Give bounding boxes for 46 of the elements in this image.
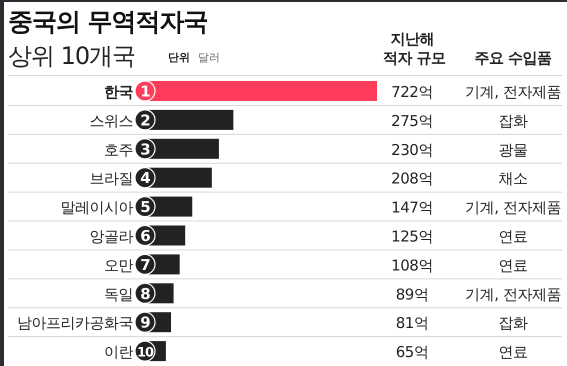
annotation: 2 — [140, 111, 150, 130]
annotation: 4 — [140, 169, 150, 188]
text: 연료 — [498, 256, 528, 274]
text: 주요 수입품 — [474, 49, 552, 67]
annotation: 7 — [140, 256, 150, 274]
text: 연료 — [498, 228, 528, 246]
annotation: 3 — [140, 140, 150, 158]
data-label: 81억 — [396, 314, 428, 332]
y-tick-label: 스위스 — [90, 112, 133, 130]
data-label: 275억 — [391, 112, 433, 130]
y-tick-label: 말레이시아 — [60, 198, 134, 217]
y-tick-label: 독일 — [104, 285, 133, 304]
text: 연료 — [498, 343, 528, 362]
data-label: 125억 — [391, 228, 433, 246]
data-label: 108억 — [391, 256, 433, 274]
annotation: 9 — [140, 314, 150, 332]
data-label: 722억 — [391, 83, 433, 101]
annotation: 1 — [140, 82, 150, 100]
text: 채소 — [498, 170, 528, 188]
text: 기계, 전자제품 — [465, 198, 561, 217]
data-label: 230억 — [391, 140, 433, 159]
data-label: 208억 — [391, 170, 433, 188]
text: 잡화 — [498, 112, 528, 130]
text: 지난해 적자 규모 — [378, 30, 446, 67]
text: 기계, 전자제품 — [465, 285, 561, 304]
annotation: 10 — [136, 346, 154, 361]
y-tick-label: 한국 — [104, 83, 134, 101]
y-tick-label: 브라질 — [90, 170, 133, 188]
y-tick-label: 호주 — [104, 140, 133, 159]
annotation: 6 — [140, 227, 150, 245]
text: 단위 — [168, 51, 190, 64]
y-tick-label: 남아프리카공화국 — [17, 314, 133, 332]
text: 잡화 — [498, 314, 528, 332]
data-label: 147억 — [391, 198, 433, 217]
chart-subtitle: 상위 10개국 — [8, 42, 136, 70]
annotation: 8 — [140, 284, 150, 303]
text: 달러 — [198, 51, 220, 64]
y-tick-label: 이란 — [104, 343, 134, 362]
data-label: 65억 — [396, 343, 428, 362]
data-label: 89억 — [396, 285, 428, 304]
text: 광물 — [498, 140, 528, 159]
y-tick-label: 오만 — [104, 256, 134, 274]
y-tick-label: 앙골라 — [90, 228, 134, 246]
text: 기계, 전자제품 — [465, 83, 561, 101]
chart-title: 중국의 무역적자국 — [8, 7, 208, 36]
annotation: 5 — [140, 198, 150, 216]
